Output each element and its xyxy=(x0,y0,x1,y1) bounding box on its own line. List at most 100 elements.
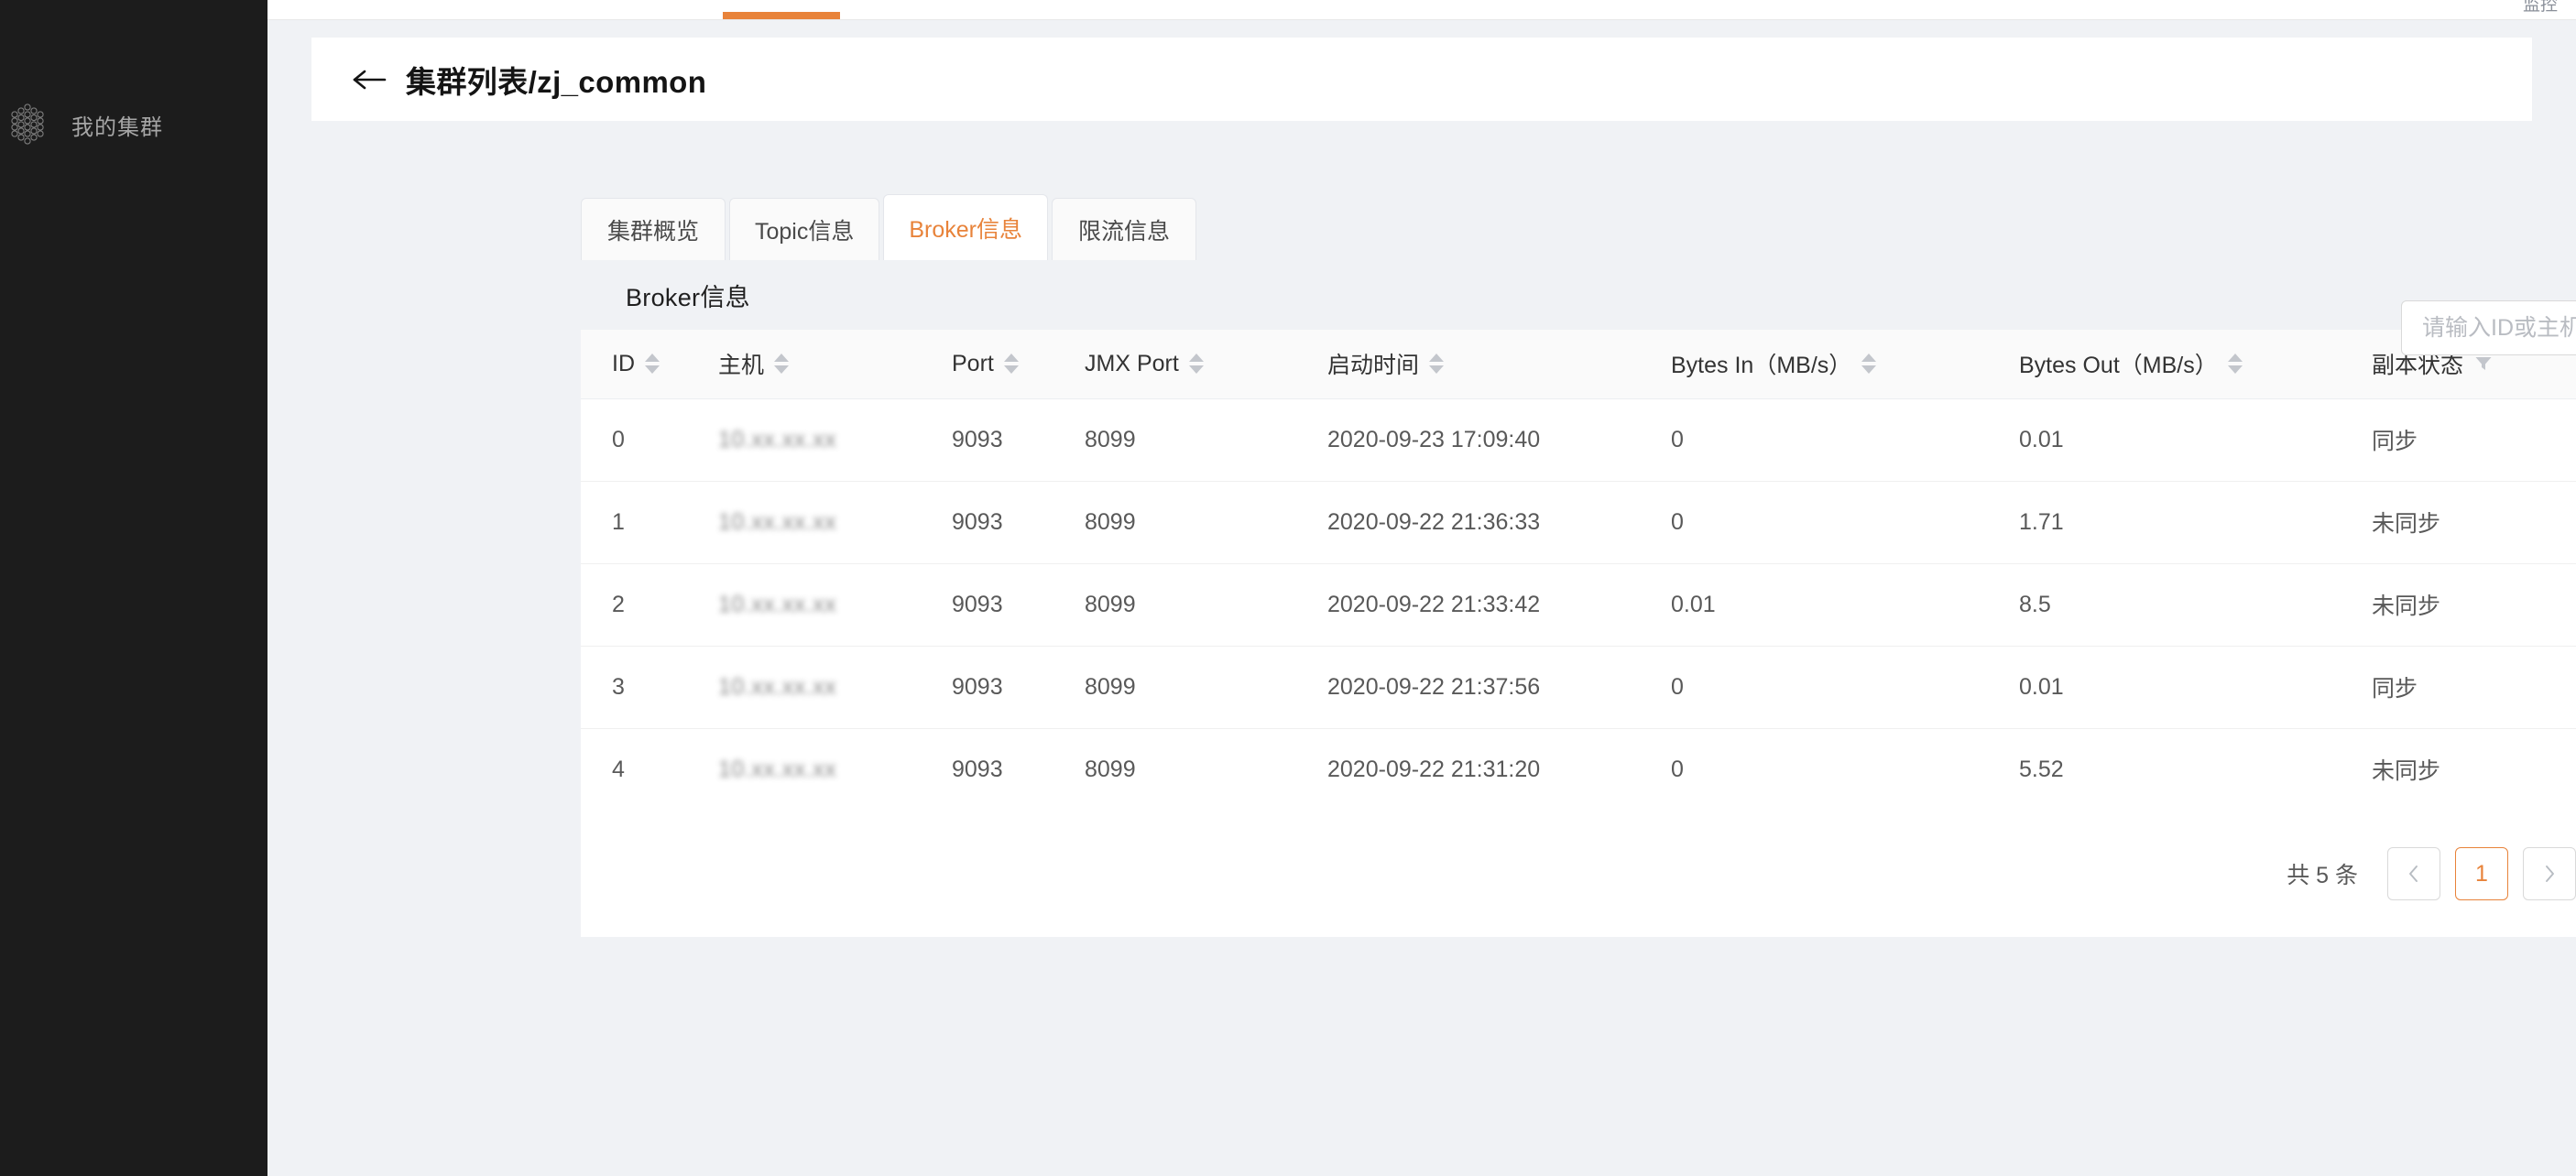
table-header-row: ID 主机 Port xyxy=(581,330,2576,399)
table-row[interactable]: 2 10.xx.xx.xx 9093 8099 2020-09-22 21:33… xyxy=(581,563,2576,647)
table-header: ID 主机 Port xyxy=(581,330,2576,399)
tab-broker-info[interactable]: Broker信息 xyxy=(883,194,1049,260)
cell-jmx-port: 8099 xyxy=(1085,563,1327,647)
cell-replica-status: 未同步 xyxy=(2372,758,2441,785)
main-content: 集群列表/zj_common 集群概览 Topic信息 Broker信息 限流信… xyxy=(267,20,2576,1176)
cell-id: 3 xyxy=(581,646,718,729)
page-title: 集群列表/zj_common xyxy=(406,64,707,99)
tab-bar: 集群概览 Topic信息 Broker信息 限流信息 xyxy=(581,194,1200,260)
column-label-host: 主机 xyxy=(718,353,765,379)
table-body: 0 10.xx.xx.xx 9093 8099 2020-09-23 17:09… xyxy=(581,398,2576,811)
cell-bytes-out: 8.5 xyxy=(2019,563,2372,647)
cell-replica-status: 同步 xyxy=(2372,646,2576,729)
cell-id: 1 xyxy=(581,481,718,564)
sidebar: 我的集群 xyxy=(0,0,267,1176)
sort-icon-jmx-port[interactable] xyxy=(1188,354,1204,375)
cell-host: 10.xx.xx.xx xyxy=(718,481,952,564)
sort-icon-bytes-out[interactable] xyxy=(2227,354,2243,375)
cell-bytes-out: 0.01 xyxy=(2019,646,2372,729)
top-navigation-bar: 监控 xyxy=(267,0,2576,20)
cell-bytes-out: 1.71 xyxy=(2019,481,2372,564)
cell-port: 9093 xyxy=(952,563,1085,647)
cell-id: 2 xyxy=(581,563,718,647)
column-label-bytes-out: Bytes Out（MB/s） xyxy=(2019,353,2218,379)
host-masked-value: 10.xx.xx.xx xyxy=(718,673,837,700)
column-label-port: Port xyxy=(952,350,994,376)
search-input[interactable] xyxy=(2422,314,2576,342)
pagination-page-1[interactable]: 1 xyxy=(2455,847,2508,900)
cell-bytes-in: 0 xyxy=(1671,646,2019,729)
table-row[interactable]: 3 10.xx.xx.xx 9093 8099 2020-09-22 21:37… xyxy=(581,646,2576,729)
cell-port: 9093 xyxy=(952,646,1085,729)
tab-cluster-overview[interactable]: 集群概览 xyxy=(581,198,726,260)
card-title: Broker信息 xyxy=(626,283,750,311)
column-header-port[interactable]: Port xyxy=(952,330,1085,399)
cell-bytes-in: 0.01 xyxy=(1671,563,2019,647)
column-label-jmx-port: JMX Port xyxy=(1085,350,1179,376)
cell-host: 10.xx.xx.xx xyxy=(718,563,952,647)
chevron-right-icon xyxy=(2546,866,2554,882)
cell-jmx-port: 8099 xyxy=(1085,481,1327,564)
column-label-replica-status: 副本状态 xyxy=(2372,353,2464,379)
sort-icon-bytes-in[interactable] xyxy=(1861,354,1877,375)
sort-icon-start-time[interactable] xyxy=(1429,354,1445,375)
arrow-left-icon[interactable] xyxy=(350,66,388,93)
sort-icon-host[interactable] xyxy=(774,354,790,375)
pagination: 共 5 条 1 10 / page xyxy=(581,811,2576,937)
cell-bytes-in: 0 xyxy=(1671,398,2019,482)
tab-topic-info[interactable]: Topic信息 xyxy=(729,198,880,260)
cell-host: 10.xx.xx.xx xyxy=(718,728,952,811)
host-masked-value: 10.xx.xx.xx xyxy=(718,426,837,452)
column-header-id[interactable]: ID xyxy=(581,330,718,399)
column-header-bytes-in[interactable]: Bytes In（MB/s） xyxy=(1671,330,2019,399)
cell-start-time: 2020-09-23 17:09:40 xyxy=(1327,398,1671,482)
search-box[interactable] xyxy=(2401,300,2576,355)
host-masked-value: 10.xx.xx.xx xyxy=(718,508,837,535)
cell-replica-status: 同步 xyxy=(2372,398,2576,482)
top-nav-active-indicator xyxy=(723,12,840,19)
cell-start-time: 2020-09-22 21:31:20 xyxy=(1327,756,1541,782)
table-row[interactable]: 0 10.xx.xx.xx 9093 8099 2020-09-23 17:09… xyxy=(581,398,2576,482)
pagination-prev-button[interactable] xyxy=(2387,847,2440,900)
sort-icon-port[interactable] xyxy=(1003,354,1019,375)
page-header: 集群列表/zj_common xyxy=(311,38,2532,121)
cell-port: 9093 xyxy=(952,756,1003,782)
cell-port: 9093 xyxy=(952,481,1085,564)
column-header-jmx-port[interactable]: JMX Port xyxy=(1085,330,1327,399)
tab-throttle-info[interactable]: 限流信息 xyxy=(1052,198,1197,260)
filter-icon-replica-status[interactable] xyxy=(2473,354,2494,374)
cell-bytes-out: 0.01 xyxy=(2019,398,2372,482)
cell-id: 4 xyxy=(612,756,625,782)
cell-bytes-in: 0 xyxy=(1671,756,1684,782)
cell-host: 10.xx.xx.xx xyxy=(718,398,952,482)
host-masked-value: 10.xx.xx.xx xyxy=(718,591,837,617)
column-label-id: ID xyxy=(612,350,635,376)
table-row[interactable]: 1 10.xx.xx.xx 9093 8099 2020-09-22 21:36… xyxy=(581,481,2576,564)
pagination-total: 共 5 条 xyxy=(2287,863,2358,888)
cell-replica-status: 未同步 xyxy=(2372,563,2576,647)
sidebar-item-my-clusters[interactable]: 我的集群 xyxy=(0,96,267,153)
cell-port: 9093 xyxy=(952,398,1085,482)
sort-icon-id[interactable] xyxy=(645,354,660,375)
cell-bytes-out: 5.52 xyxy=(2019,756,2064,782)
top-nav-right-label[interactable]: 监控 xyxy=(2522,0,2558,15)
cell-jmx-port: 8099 xyxy=(1085,398,1327,482)
cell-jmx-port: 8099 xyxy=(1085,646,1327,729)
column-label-bytes-in: Bytes In（MB/s） xyxy=(1671,353,1852,379)
cell-id: 0 xyxy=(581,398,718,482)
column-header-host[interactable]: 主机 xyxy=(718,330,952,399)
cell-start-time: 2020-09-22 21:36:33 xyxy=(1327,481,1671,564)
column-header-bytes-out[interactable]: Bytes Out（MB/s） xyxy=(2019,330,2372,399)
pagination-next-button[interactable] xyxy=(2523,847,2576,900)
broker-info-card: Broker信息 ID xyxy=(581,260,2576,937)
broker-table: ID 主机 Port xyxy=(581,330,2576,811)
column-header-start-time[interactable]: 启动时间 xyxy=(1327,330,1671,399)
cell-replica-status: 未同步 xyxy=(2372,481,2576,564)
sidebar-item-label: 我的集群 xyxy=(71,114,163,140)
chevron-left-icon xyxy=(2409,866,2418,882)
card-header: Broker信息 xyxy=(581,260,2576,355)
cluster-icon xyxy=(11,103,44,145)
cell-host: 10.xx.xx.xx xyxy=(718,646,952,729)
table-row[interactable]: 4 10.xx.xx.xx 9093 8099 2020-09-22 21:31… xyxy=(581,728,2576,811)
cell-bytes-in: 0 xyxy=(1671,481,2019,564)
